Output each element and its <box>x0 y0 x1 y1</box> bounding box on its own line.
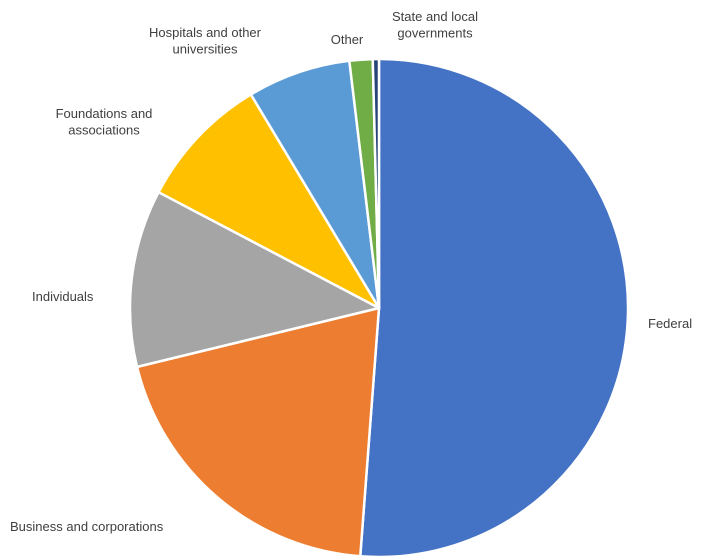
slice-label-individuals: Individuals <box>32 289 94 304</box>
pie-slices <box>128 57 630 557</box>
slice-label-state-and-local-governments: State and local governments <box>392 9 478 40</box>
pie-slice-state-and-local-governments <box>371 57 381 310</box>
slice-label-other: Other <box>331 32 364 47</box>
pie-slice-foundations-and-associations <box>157 93 381 310</box>
pie-slice-individuals <box>128 190 381 369</box>
pie-slice-federal <box>358 57 630 557</box>
slice-label-federal: Federal <box>648 316 692 331</box>
pie-slice-business-and-corporations <box>135 306 381 557</box>
pie-labels: Federal Business and corporations Indivi… <box>10 9 692 534</box>
slice-label-business-and-corporations: Business and corporations <box>10 519 164 534</box>
slice-label-foundations-and-associations: Foundations and associations <box>56 106 153 137</box>
slice-label-hospitals-and-other-universities: Hospitals and other universities <box>149 25 262 56</box>
